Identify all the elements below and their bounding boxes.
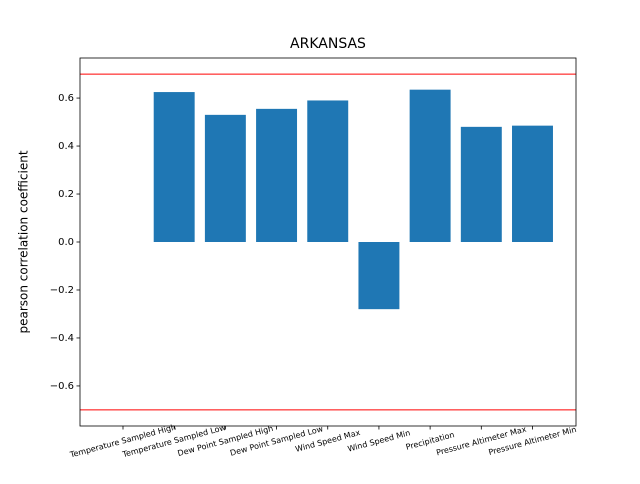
bar: [409, 89, 451, 242]
chart-title: ARKANSAS: [290, 36, 366, 52]
y-tick-label: −0.6: [50, 381, 74, 392]
y-tick-label: −0.2: [50, 285, 74, 296]
y-tick-label: 0.2: [58, 189, 74, 200]
y-axis-label: pearson correlation coefficient: [17, 150, 31, 333]
y-tick-label: 0.0: [58, 237, 74, 248]
y-tick-label: −0.4: [50, 333, 74, 344]
bar: [256, 108, 298, 243]
y-tick-label: 0.6: [58, 93, 74, 104]
bar: [153, 92, 195, 242]
bar: [512, 125, 553, 242]
plot-frame: [79, 57, 577, 427]
bar: [358, 242, 400, 310]
y-tick-label: 0.4: [58, 141, 74, 152]
bar: [307, 100, 349, 242]
bar: [204, 114, 246, 242]
bar: [460, 126, 502, 242]
